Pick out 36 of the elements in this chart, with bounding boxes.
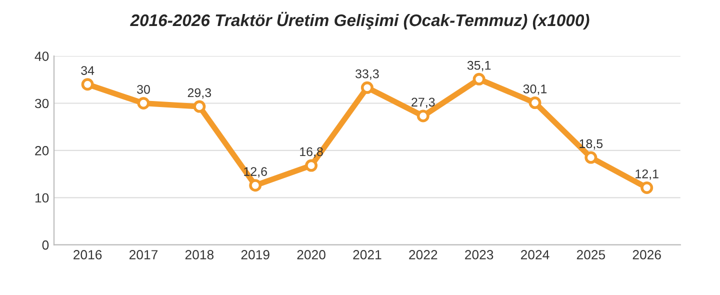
point [584, 151, 598, 164]
data-label: 35,1 [467, 60, 491, 72]
data-label: 30 [137, 84, 150, 94]
x-tick-label: 2018 [185, 250, 214, 260]
point [249, 179, 262, 192]
x-tick-label: 2017 [129, 250, 158, 260]
point [305, 159, 318, 172]
point [360, 81, 374, 94]
data-label: 30,1 [523, 84, 547, 95]
point [472, 72, 486, 86]
x-tick-label: 2020 [297, 250, 326, 260]
data-label: 33,3 [356, 69, 379, 80]
point [528, 96, 542, 110]
x-tick-label: 2024 [520, 250, 550, 260]
point [81, 78, 94, 91]
point [137, 97, 150, 110]
data-label: 12,1 [636, 169, 658, 180]
data-label: 34 [81, 66, 94, 75]
chart-title: 2016-2026 Traktör Üretim Gelişimi (Ocak-Temmuz) (x1000) [130, 12, 590, 30]
x-tick-label: 2021 [353, 250, 382, 260]
data-label: 29,3 [188, 88, 212, 99]
y-tick-label: 30 [34, 98, 49, 108]
y-tick-label: 20 [35, 146, 49, 156]
point [193, 100, 206, 113]
x-tick-label: 2025 [576, 250, 606, 260]
point [640, 181, 654, 194]
x-tick-label: 2016 [74, 250, 102, 260]
x-tick-label: 2023 [465, 250, 494, 260]
x-tick-label: 2026 [632, 250, 661, 260]
x-tick-label: 2022 [409, 250, 438, 260]
point [416, 110, 430, 122]
y-tick-label: 10 [35, 193, 49, 203]
data-label: 27,3 [412, 98, 435, 108]
y-tick-label: 0 [42, 240, 49, 250]
y-tick-label: 40 [34, 52, 49, 61]
x-tick-label: 2019 [241, 250, 270, 260]
